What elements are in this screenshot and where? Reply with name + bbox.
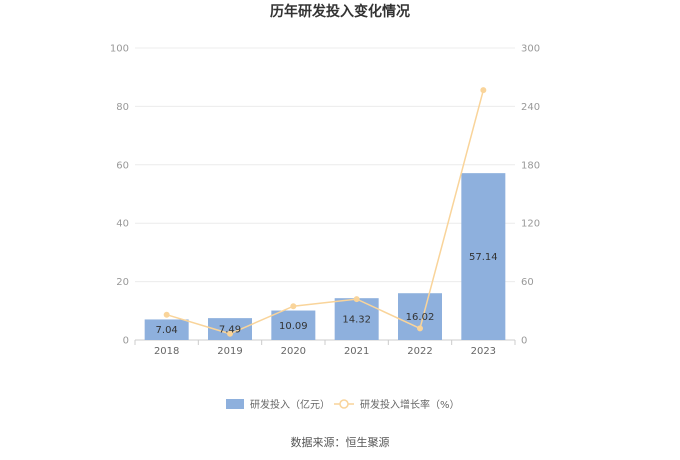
- left-tick-label: 100: [110, 44, 129, 55]
- bar: [398, 293, 442, 340]
- bar-series: [144, 173, 506, 340]
- growth-line: [166, 89, 485, 335]
- legend-bar-swatch: [226, 399, 244, 409]
- x-axis: 2018 2019 2020 2021 2022 2023: [134, 340, 516, 357]
- right-tick-label: 120: [521, 219, 540, 230]
- left-axis: 0 20 40 60 80 100: [110, 44, 129, 347]
- line-point: [290, 303, 297, 310]
- x-tick-label: 2018: [154, 346, 179, 357]
- left-tick-label: 80: [116, 102, 129, 113]
- right-axis: 0 60 120 180 240 300: [521, 44, 540, 347]
- x-tick-label: 2023: [471, 346, 496, 357]
- left-tick-label: 0: [123, 336, 129, 347]
- x-tick-label: 2022: [407, 346, 432, 357]
- bar: [461, 173, 506, 340]
- right-tick-label: 300: [521, 44, 540, 55]
- left-tick-label: 60: [116, 160, 129, 171]
- chart-title: 历年研发投入变化情况: [270, 3, 410, 20]
- bar: [271, 310, 316, 340]
- bar-data-label: 57.14: [469, 252, 498, 263]
- line-point: [353, 296, 360, 303]
- right-tick-label: 0: [521, 336, 527, 347]
- line-series: [163, 87, 487, 337]
- line-point: [227, 330, 233, 337]
- bar: [144, 319, 189, 340]
- legend-line-label: 研发投入增长率（%）: [360, 398, 460, 411]
- right-tick-label: 240: [521, 102, 540, 113]
- legend-bar-label: 研发投入（亿元）: [250, 398, 330, 411]
- bar-data-labels: 7.04 7.49 10.09 14.32 16.02 57.14: [156, 252, 498, 336]
- x-tick-label: 2020: [281, 346, 306, 357]
- bar-data-label: 7.04: [156, 325, 178, 336]
- x-tick-label: 2019: [217, 346, 242, 357]
- bar-data-label: 10.09: [279, 321, 308, 332]
- data-source: 数据来源：恒生聚源: [291, 435, 390, 449]
- right-tick-label: 180: [521, 160, 540, 171]
- x-tick-label: 2021: [344, 346, 369, 357]
- bar: [208, 318, 252, 340]
- left-tick-label: 20: [116, 277, 129, 288]
- bar-data-label: 14.32: [342, 315, 371, 326]
- line-point: [480, 87, 487, 94]
- bar-data-label: 7.49: [219, 325, 241, 336]
- left-tick-label: 40: [116, 219, 129, 230]
- line-point: [417, 325, 423, 332]
- line-point: [163, 311, 170, 318]
- legend: 研发投入（亿元） 研发投入增长率（%）: [226, 398, 460, 411]
- bar-data-label: 16.02: [406, 312, 435, 323]
- right-tick-label: 60: [521, 277, 534, 288]
- gridlines: [135, 47, 515, 341]
- legend-line-marker: [339, 399, 349, 409]
